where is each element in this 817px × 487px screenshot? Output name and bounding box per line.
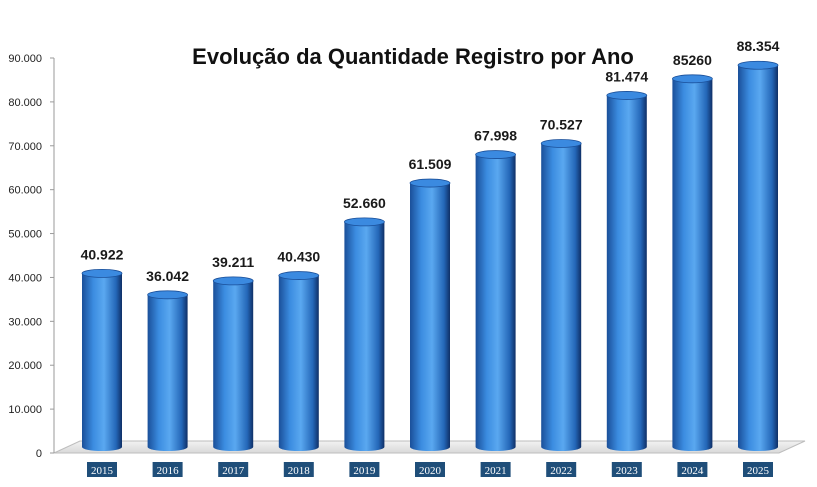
data-label: 85260	[673, 52, 712, 68]
bar-body	[213, 280, 254, 451]
bar-top	[540, 139, 582, 148]
bar-body	[278, 275, 319, 451]
x-tick-background	[218, 462, 249, 477]
bar	[212, 276, 254, 451]
y-tick-label: 10.000	[8, 404, 42, 416]
y-tick-label: 90.000	[8, 53, 42, 65]
data-label: 52.660	[343, 195, 386, 211]
y-tick-label: 20.000	[8, 360, 42, 372]
x-tick-text: 2021	[485, 465, 507, 477]
bar-body	[82, 273, 122, 451]
x-tick-text: 2018	[288, 465, 311, 477]
y-tick-label: 40.000	[8, 272, 42, 284]
x-tick-text: 2025	[747, 465, 770, 477]
x-tick-background	[480, 462, 511, 477]
bar-top	[147, 290, 189, 300]
y-tick-label: 0	[36, 448, 42, 460]
x-tick-background	[546, 462, 577, 477]
data-label: 67.998	[474, 128, 517, 144]
data-label: 40.922	[81, 246, 124, 262]
data-label: 36.042	[146, 268, 189, 284]
x-tick-label: 2021	[480, 462, 511, 477]
chart-title: Evolução da Quantidade Registro por Ano	[192, 44, 634, 69]
y-tick-label: 50.000	[8, 229, 42, 241]
x-tick-background	[283, 462, 314, 477]
bar-top	[212, 276, 254, 286]
y-tick-label: 60.000	[8, 185, 42, 197]
data-label: 40.430	[277, 249, 320, 265]
bar-top	[343, 217, 385, 227]
data-label: 70.527	[540, 116, 583, 132]
x-tick-text: 2019	[353, 465, 376, 477]
bar	[672, 74, 713, 451]
x-tick-label: 2017	[218, 462, 249, 477]
x-tick-label: 2016	[152, 462, 183, 477]
x-tick-text: 2024	[681, 465, 704, 477]
x-tick-background	[349, 462, 380, 477]
x-tick-label: 2018	[283, 462, 314, 477]
x-tick-label: 2019	[349, 462, 380, 477]
bar-top	[475, 150, 517, 159]
x-tick-label: 2023	[611, 462, 642, 477]
bar-top	[737, 60, 779, 70]
bar-top	[81, 268, 123, 278]
bar	[540, 139, 582, 451]
bar-series	[81, 60, 779, 452]
x-tick-label: 2025	[743, 462, 773, 477]
x-tick-background	[415, 462, 445, 477]
data-label: 61.509	[409, 156, 452, 172]
x-tick-text: 2016	[157, 465, 180, 477]
bar-body	[147, 294, 188, 451]
x-tick-text: 2023	[616, 465, 639, 477]
x-tick-text: 2020	[419, 465, 442, 477]
data-label: 39.211	[212, 254, 254, 270]
x-tick-background	[677, 462, 708, 477]
bar	[409, 178, 451, 452]
bar	[737, 60, 779, 451]
x-tick-text: 2015	[91, 465, 114, 477]
y-tick-label: 30.000	[8, 316, 42, 328]
bar-top	[278, 271, 320, 280]
y-tick-label: 80.000	[8, 97, 42, 109]
bar-body	[672, 78, 713, 451]
x-tick-background	[611, 462, 642, 477]
x-tick-label: 2024	[677, 462, 708, 477]
data-label: 88.354	[737, 38, 780, 54]
x-tick-label: 2020	[415, 462, 445, 477]
x-tick-label: 2022	[546, 462, 577, 477]
bar-top	[409, 178, 451, 188]
x-tick-text: 2017	[222, 465, 245, 477]
x-tick-background	[87, 462, 117, 477]
data-labels: 40.922 36.042 39.211 40.430 52.660 61.509 67.9…	[81, 38, 780, 284]
y-axis-ticks: 0 10.000 20.000 30.000 40.000 50.000 60.000 70.…	[8, 53, 54, 460]
x-tick-background	[743, 462, 773, 477]
y-tick-label: 70.000	[8, 141, 42, 153]
x-axis-ticks: 2015 2016 2017 2018 2019 2020 2021 2022 2023 2024…	[87, 462, 773, 477]
bar	[147, 290, 189, 451]
x-tick-text: 2022	[550, 465, 572, 477]
bar-body	[344, 221, 385, 451]
bar	[81, 268, 123, 451]
bar-body	[410, 183, 450, 452]
bar-body	[606, 95, 647, 451]
bar	[343, 217, 385, 451]
bar	[606, 91, 648, 451]
x-tick-background	[152, 462, 183, 477]
bar-body	[738, 65, 778, 451]
bar-top	[606, 91, 648, 100]
data-label: 81.474	[605, 68, 648, 84]
x-tick-label: 2015	[87, 462, 117, 477]
bar-body	[475, 154, 516, 451]
bar-top	[672, 74, 713, 84]
bar-body	[541, 143, 582, 451]
bar	[278, 271, 320, 451]
bar	[475, 150, 517, 451]
